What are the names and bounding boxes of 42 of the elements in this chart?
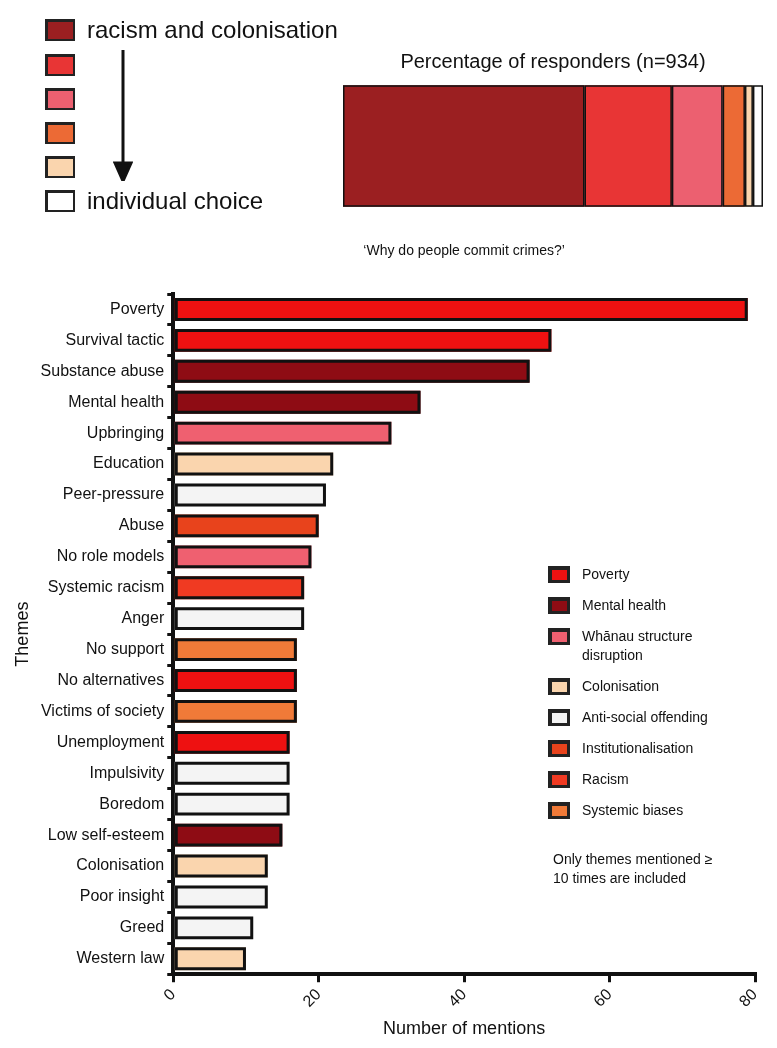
y-tick-label: Victims of society [40, 701, 165, 719]
legend-label: Whānau structure disruption [582, 627, 694, 665]
y-tick-label: Poverty [110, 299, 165, 317]
y-tick-label: Peer-pressure [62, 485, 165, 503]
y-tick-label: Anger [121, 609, 165, 627]
legend-label: Colonisation [582, 677, 660, 696]
x-axis-title: Number of mentions [383, 1018, 546, 1039]
y-tick-label: No role models [56, 547, 165, 565]
legend-label: racism and colonisation [87, 16, 338, 43]
y-tick-label: Systemic racism [47, 578, 165, 596]
y-tick-label: No support [85, 639, 165, 657]
y-axis-title: Themes [11, 601, 32, 667]
y-tick-label: Colonisation [76, 856, 165, 874]
y-tick-label: Boredom [99, 794, 165, 812]
y-tick-label: Education [93, 454, 165, 472]
legend-label: Racism [582, 770, 629, 789]
y-tick-label: Substance abuse [40, 361, 165, 379]
legend-label: Systemic biases [582, 801, 684, 820]
chart-title: ‘Why do people commit crimes?’ [363, 242, 565, 258]
y-tick-label: Impulsivity [89, 763, 165, 781]
legend-label: Institutionalisation [582, 739, 694, 758]
x-tick-label: 60 [590, 985, 615, 1010]
y-tick-label: Upbringing [86, 423, 165, 441]
legend-label: individual choice [87, 187, 264, 214]
x-tick-label: 0 [160, 985, 179, 1004]
y-tick-label: Greed [119, 918, 165, 936]
y-tick-label: Western law [76, 949, 165, 967]
y-tick-label: No alternatives [57, 670, 165, 688]
x-tick-label: 40 [444, 985, 470, 1010]
y-tick-label: Abuse [118, 516, 165, 534]
y-tick-label: Unemployment [56, 732, 165, 750]
legend-label: Anti-social offending [582, 708, 708, 727]
y-tick-label: Poor insight [79, 887, 165, 905]
y-tick-label: Low self-esteem [47, 825, 165, 843]
y-tick-label: Mental health [68, 392, 165, 410]
annotation: Only themes mentioned ≥ 10 times are included [553, 850, 714, 888]
y-tick-label: Survival tactic [65, 330, 165, 348]
legend-label: Mental health [582, 596, 667, 615]
chart-title: Percentage of responders (n=934) [400, 49, 706, 72]
x-tick-label: 80 [735, 985, 761, 1010]
legend-label: Poverty [582, 565, 630, 584]
x-tick-label: 20 [299, 985, 324, 1010]
